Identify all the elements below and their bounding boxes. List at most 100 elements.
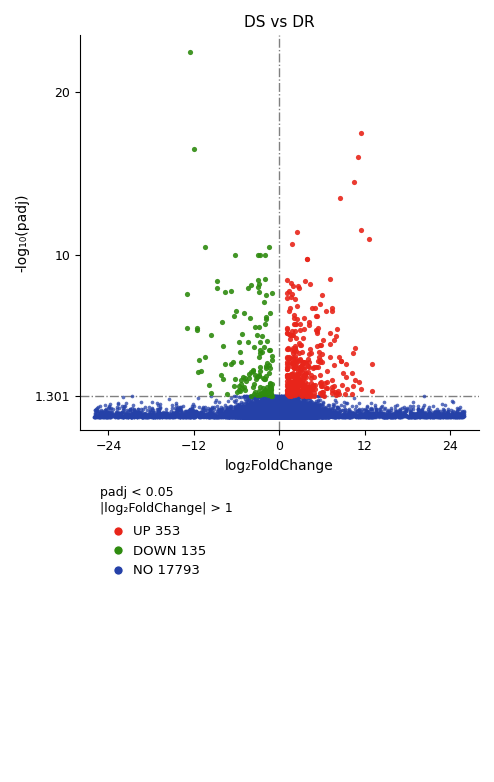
- Point: [290, 411, 298, 424]
- Point: [287, 376, 294, 389]
- Point: [278, 400, 286, 412]
- Point: [238, 409, 246, 421]
- Point: [286, 407, 294, 419]
- Point: [278, 411, 286, 423]
- Point: [261, 405, 269, 418]
- Point: [255, 409, 263, 421]
- Point: [265, 410, 273, 422]
- Point: [275, 410, 283, 422]
- Point: [313, 340, 321, 353]
- Point: [282, 411, 290, 423]
- Point: [281, 410, 288, 422]
- Point: [233, 404, 241, 417]
- Point: [283, 411, 290, 423]
- Point: [259, 407, 267, 420]
- Point: [429, 400, 437, 412]
- Point: [256, 390, 264, 403]
- Point: [294, 410, 302, 422]
- Point: [273, 408, 281, 421]
- Point: [275, 410, 283, 422]
- Point: [153, 410, 161, 422]
- Point: [280, 400, 288, 413]
- Point: [256, 408, 264, 421]
- Point: [217, 407, 225, 419]
- Point: [273, 407, 281, 419]
- Point: [279, 394, 287, 407]
- Point: [187, 411, 195, 423]
- Point: [270, 409, 278, 421]
- Point: [272, 411, 280, 423]
- Point: [294, 410, 302, 422]
- Point: [292, 408, 300, 421]
- Point: [286, 406, 294, 418]
- Point: [292, 406, 300, 418]
- Point: [284, 410, 291, 422]
- Point: [262, 409, 270, 421]
- Point: [277, 410, 285, 422]
- Point: [290, 404, 298, 416]
- Point: [264, 410, 272, 422]
- Point: [287, 402, 295, 414]
- Point: [262, 411, 270, 423]
- Point: [277, 407, 285, 419]
- Point: [276, 408, 284, 421]
- Point: [302, 411, 310, 423]
- Point: [273, 407, 281, 419]
- Point: [453, 411, 460, 423]
- Point: [271, 409, 279, 421]
- Point: [267, 404, 275, 416]
- Point: [280, 404, 288, 417]
- Point: [270, 408, 278, 421]
- Point: [252, 396, 260, 408]
- Point: [319, 404, 327, 417]
- Point: [273, 409, 281, 421]
- Point: [258, 411, 266, 423]
- Point: [287, 407, 294, 419]
- Point: [275, 407, 283, 419]
- Legend: UP 353, DOWN 135, NO 17793: UP 353, DOWN 135, NO 17793: [106, 520, 211, 583]
- Point: [304, 407, 312, 419]
- Point: [262, 396, 270, 409]
- Point: [276, 407, 284, 420]
- Point: [258, 411, 266, 423]
- Point: [290, 410, 298, 422]
- Point: [266, 408, 274, 421]
- Point: [248, 410, 256, 422]
- Point: [276, 408, 284, 421]
- Point: [309, 409, 317, 421]
- Point: [267, 411, 275, 424]
- Point: [259, 388, 267, 400]
- Point: [236, 407, 244, 420]
- Point: [101, 409, 109, 421]
- Point: [269, 406, 277, 418]
- Point: [282, 409, 289, 421]
- Point: [218, 404, 226, 417]
- Point: [261, 409, 269, 421]
- Point: [270, 407, 278, 419]
- Point: [303, 406, 311, 418]
- Point: [278, 407, 286, 419]
- Point: [249, 409, 257, 421]
- Point: [254, 408, 262, 421]
- Point: [266, 405, 274, 418]
- Point: [271, 409, 279, 421]
- Point: [279, 411, 287, 423]
- Point: [273, 397, 281, 410]
- Point: [254, 400, 262, 412]
- Point: [295, 408, 303, 421]
- Point: [269, 406, 277, 418]
- Point: [439, 407, 447, 420]
- Point: [278, 409, 286, 421]
- Point: [286, 411, 294, 423]
- Point: [104, 411, 112, 423]
- Point: [278, 411, 286, 423]
- Point: [280, 411, 288, 423]
- Point: [323, 408, 331, 421]
- Point: [286, 411, 293, 423]
- Point: [386, 405, 394, 418]
- Point: [346, 409, 354, 421]
- Point: [284, 406, 291, 418]
- Point: [277, 408, 285, 421]
- Point: [302, 367, 310, 379]
- Point: [253, 407, 261, 419]
